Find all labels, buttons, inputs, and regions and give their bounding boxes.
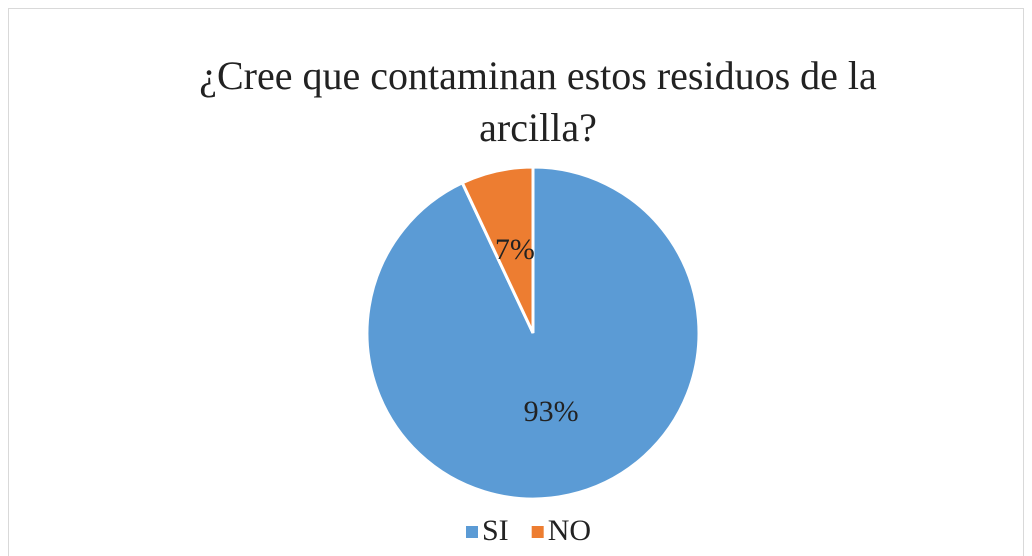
legend-swatch <box>466 526 478 538</box>
chart-border <box>8 8 1024 556</box>
legend-label: NO <box>548 514 591 547</box>
data-label: 93% <box>524 395 579 428</box>
legend-swatch <box>531 526 544 538</box>
chart-title: ¿Cree que contaminan estos residuos de l… <box>199 53 877 150</box>
pie-slice <box>460 165 535 334</box>
legend-label: SI <box>482 514 509 547</box>
data-label: 7% <box>495 233 535 266</box>
